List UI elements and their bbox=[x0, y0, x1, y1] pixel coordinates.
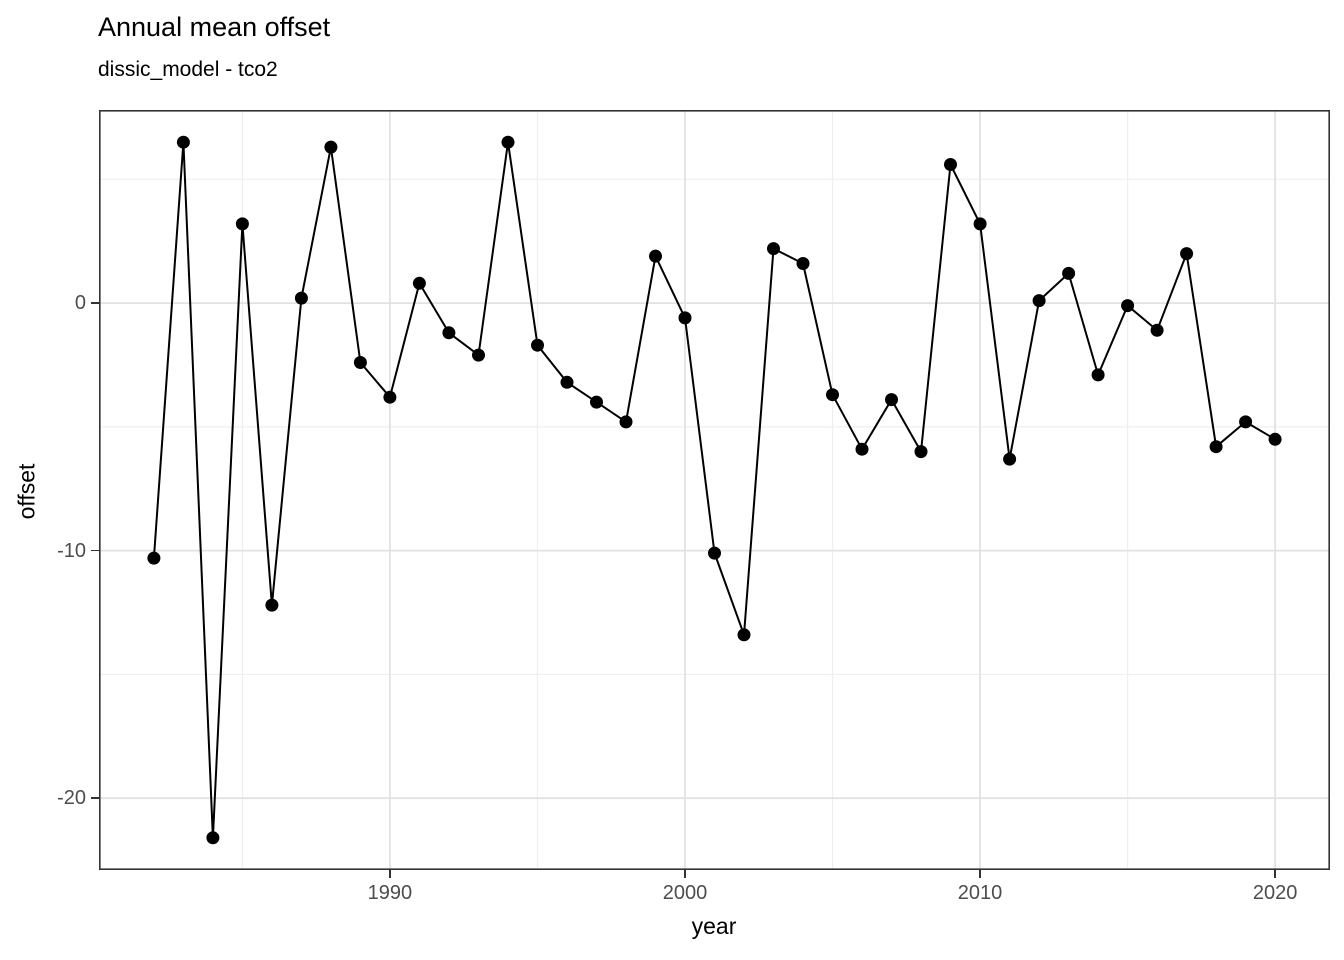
chart-subtitle: dissic_model - tco2 bbox=[98, 58, 278, 81]
data-point bbox=[1091, 368, 1105, 382]
x-axis-title: year bbox=[691, 913, 737, 939]
y-tick bbox=[91, 302, 99, 304]
x-tick bbox=[1274, 870, 1276, 878]
data-point bbox=[1239, 415, 1253, 429]
x-tick bbox=[684, 870, 686, 878]
chart-title: Annual mean offset bbox=[98, 12, 331, 42]
data-point bbox=[501, 135, 515, 149]
data-point bbox=[324, 140, 338, 154]
data-point bbox=[885, 393, 898, 407]
data-point bbox=[590, 395, 603, 409]
line-chart bbox=[99, 110, 1331, 871]
x-tick-label: 1990 bbox=[367, 882, 413, 904]
data-point bbox=[708, 546, 721, 560]
x-tick bbox=[979, 870, 981, 878]
data-point bbox=[826, 388, 839, 402]
data-point bbox=[1121, 299, 1135, 313]
panel-border bbox=[99, 110, 1331, 871]
data-point bbox=[1209, 440, 1223, 454]
y-tick-label: 0 bbox=[74, 292, 86, 315]
y-tick-label: -20 bbox=[57, 787, 86, 810]
data-point bbox=[1032, 294, 1046, 308]
y-tick bbox=[91, 549, 99, 552]
data-point bbox=[737, 628, 751, 642]
data-point bbox=[472, 348, 485, 362]
data-point bbox=[560, 375, 574, 389]
data-point bbox=[973, 217, 987, 231]
data-point bbox=[914, 445, 928, 459]
data-point bbox=[235, 217, 249, 231]
x-tick-label: 2000 bbox=[662, 882, 708, 904]
x-tick-label: 2010 bbox=[957, 882, 1003, 904]
data-point bbox=[383, 390, 397, 404]
y-axis-title: offset bbox=[13, 463, 40, 520]
data-point bbox=[1268, 432, 1282, 446]
y-tick bbox=[91, 797, 99, 799]
data-point bbox=[649, 249, 662, 263]
data-point bbox=[353, 356, 367, 369]
data-point bbox=[442, 326, 456, 340]
x-tick-label: 2020 bbox=[1252, 882, 1298, 904]
data-point bbox=[294, 291, 308, 305]
data-point bbox=[176, 135, 190, 149]
data-point bbox=[619, 415, 633, 429]
data-point bbox=[944, 158, 957, 171]
data-point bbox=[1003, 452, 1017, 466]
data-point bbox=[206, 831, 220, 845]
plot-panel bbox=[99, 110, 1331, 871]
data-point bbox=[412, 276, 426, 290]
data-point bbox=[1150, 323, 1164, 337]
data-point bbox=[531, 338, 544, 352]
data-line bbox=[152, 141, 1276, 839]
data-point bbox=[855, 442, 869, 456]
data-point bbox=[1062, 266, 1076, 280]
data-point bbox=[1180, 247, 1194, 261]
data-point bbox=[767, 242, 780, 256]
data-point bbox=[796, 257, 810, 270]
data-point bbox=[147, 551, 161, 565]
x-tick bbox=[389, 870, 391, 878]
data-point bbox=[678, 311, 692, 325]
data-point bbox=[265, 598, 279, 612]
